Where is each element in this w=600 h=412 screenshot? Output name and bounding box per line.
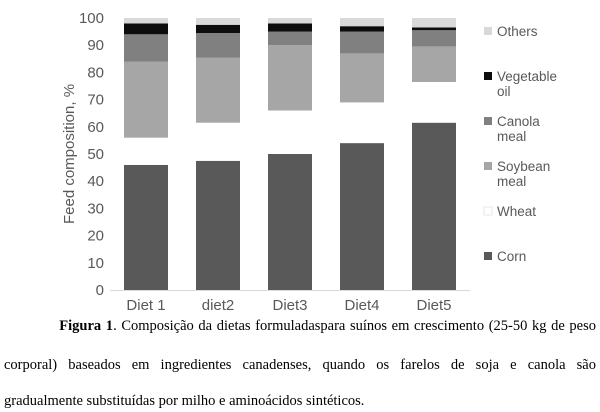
bar-segment-wheat: [412, 81, 456, 123]
bar-segment-canola-meal: [268, 31, 312, 46]
y-tick-label: 90: [87, 37, 104, 54]
bar-stack: [268, 18, 312, 290]
bar-segment-vegetable-oil: [124, 23, 168, 35]
y-tick-label: 50: [87, 146, 104, 163]
bar-segment-others: [412, 18, 456, 28]
legend-label: Corn: [497, 249, 526, 264]
legend-label: meal: [497, 174, 526, 189]
bar-segment-corn: [124, 164, 168, 290]
legend-label: meal: [497, 129, 526, 144]
y-tick-label: 10: [87, 255, 104, 272]
x-tick-label: Diet4: [344, 297, 379, 314]
legend-label: oil: [497, 84, 511, 99]
legend-swatch: [484, 162, 492, 170]
y-tick-label: 80: [87, 64, 104, 81]
y-tick-label: 40: [87, 173, 104, 190]
legend-swatch: [484, 117, 492, 125]
x-axis-ticks: Diet 1 diet2 Diet3 Diet4 Diet5: [126, 297, 451, 314]
bar-segment-corn: [196, 160, 240, 290]
legend-label: Others: [497, 24, 538, 39]
legend-swatch: [484, 72, 492, 80]
legend: OthersVegetableoilCanolamealSoybeanmealW…: [483, 24, 557, 264]
bar-segment-wheat: [340, 102, 384, 144]
legend-item-others: Others: [484, 24, 538, 39]
y-tick-label: 30: [87, 200, 104, 217]
bar-segment-soybean-meal: [268, 45, 312, 111]
bar-segment-corn: [340, 143, 384, 290]
y-tick-label: 0: [96, 282, 104, 299]
bar-segment-canola-meal: [124, 34, 168, 62]
bar-segment-others: [340, 18, 384, 27]
bar-segment-vegetable-oil: [196, 24, 240, 33]
x-tick-label: Diet 1: [126, 297, 165, 314]
bar-segment-canola-meal: [340, 31, 384, 54]
bar-segment-soybean-meal: [196, 57, 240, 123]
x-tick-label: diet2: [202, 297, 235, 314]
bar-segment-corn: [412, 122, 456, 290]
bar-segment-wheat: [268, 110, 312, 154]
y-tick-label: 70: [87, 92, 104, 109]
legend-label: Wheat: [497, 204, 536, 219]
legend-label: Soybean: [497, 159, 550, 174]
legend-swatch: [483, 206, 493, 216]
caption-line-1: Figura 1. Composição da dietas formulada…: [4, 318, 596, 335]
bar-segment-canola-meal: [196, 33, 240, 58]
bar-stack: [196, 18, 240, 290]
y-axis-label: Feed composition, %: [61, 84, 78, 224]
y-tick-label: 100: [79, 10, 104, 27]
bar-segment-corn: [268, 154, 312, 290]
x-tick-label: Diet5: [416, 297, 451, 314]
bar-segment-soybean-meal: [124, 61, 168, 138]
bar-segment-canola-meal: [412, 30, 456, 47]
bar-stack: [124, 18, 168, 290]
caption-text-1: . Composição da dietas formuladaspara su…: [113, 318, 596, 334]
figure-label: Figura 1: [59, 318, 114, 334]
legend-swatch: [484, 27, 492, 35]
caption-line-3: gradualmente substituídas por milho e am…: [4, 393, 365, 409]
legend-label: Vegetable: [497, 69, 557, 84]
legend-swatch: [484, 252, 492, 260]
y-tick-label: 20: [87, 228, 104, 245]
bar-stack: [340, 18, 384, 290]
legend-item-wheat: Wheat: [483, 204, 536, 219]
bar-segment-others: [124, 18, 168, 24]
bar-segment-wheat: [124, 137, 168, 165]
bar-segment-soybean-meal: [340, 53, 384, 103]
bar-segment-vegetable-oil: [268, 23, 312, 32]
y-tick-label: 60: [87, 119, 104, 136]
bars: [124, 18, 456, 290]
y-axis-ticks: 0 10 20 30 40 50 60 70 80 90 100: [79, 10, 104, 299]
legend-item-corn: Corn: [484, 249, 526, 264]
bar-segment-wheat: [196, 122, 240, 161]
bar-segment-others: [268, 18, 312, 24]
bar-stack: [412, 18, 456, 290]
caption-line-2: corporal) baseados em ingredientes canad…: [4, 357, 596, 373]
bar-segment-soybean-meal: [412, 46, 456, 82]
bar-segment-vegetable-oil: [340, 26, 384, 32]
bar-segment-vegetable-oil: [412, 27, 456, 31]
x-tick-label: Diet3: [272, 297, 307, 314]
bar-segment-others: [196, 18, 240, 25]
legend-label: Canola: [497, 114, 540, 129]
